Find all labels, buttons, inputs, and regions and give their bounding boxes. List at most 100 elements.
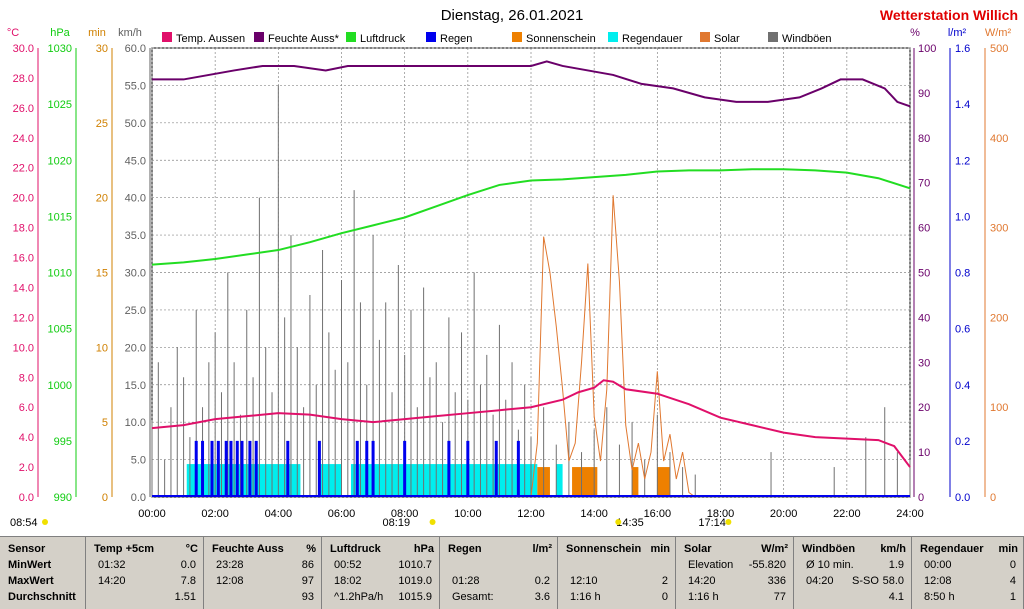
rain-bar xyxy=(447,440,451,497)
min-axis-tick: 30 xyxy=(96,43,108,55)
rain-duration-block xyxy=(319,464,342,497)
wind-axis-tick: 60.0 xyxy=(125,43,146,55)
cell-label: 12:10 xyxy=(570,575,598,587)
cell-label: 1:16 h xyxy=(688,591,719,603)
cell-label: 14:20 xyxy=(688,575,716,587)
rain-duration-block xyxy=(556,464,563,497)
hum-axis-tick: 40 xyxy=(918,312,930,324)
wind-axis-tick: 35.0 xyxy=(125,230,146,242)
legend-label: Luftdruck xyxy=(360,33,406,45)
hum-axis-tick: 50 xyxy=(918,268,930,280)
min-axis-tick: 15 xyxy=(96,268,108,280)
temp-axis-tick: 26.0 xyxy=(13,103,34,115)
wind-axis-unit: km/h xyxy=(118,27,142,39)
legend-swatch xyxy=(768,32,778,42)
rain-bar xyxy=(494,440,498,497)
cell-label: MinWert xyxy=(8,559,52,571)
wind-axis-tick: 0.0 xyxy=(131,492,146,504)
legend-swatch xyxy=(346,32,356,42)
min-axis-tick: 10 xyxy=(96,342,108,354)
cell-value: 97 xyxy=(301,575,314,587)
cell-label: Ø 10 min. xyxy=(806,559,854,571)
column-divider xyxy=(321,537,322,609)
header-label: Luftdruck xyxy=(330,543,381,555)
cell-value: 3.6 xyxy=(534,591,550,603)
time-tick: 12:00 xyxy=(517,508,545,520)
legend-label: Temp. Aussen xyxy=(176,33,245,45)
table-column: Luftdruck hPa 00:52 1010.7 18:02 1019.0 ^1.2hP… xyxy=(322,537,440,609)
event-dot xyxy=(725,519,732,525)
table-column: Regen l/m² 01:28 0.2 Gesamt: 3.6 xyxy=(440,537,558,609)
table-row: 1.51 xyxy=(86,591,204,605)
event-dot xyxy=(42,519,48,525)
cell-label: 8:50 h xyxy=(924,591,955,603)
table-row: 93 xyxy=(204,591,322,605)
temp-axis-tick: 20.0 xyxy=(13,193,34,205)
temp-axis-tick: 4.0 xyxy=(19,432,34,444)
cell-label: 14:20 xyxy=(98,575,126,587)
temp-axis-tick: 14.0 xyxy=(13,282,34,294)
cell-label: ^1.2hPa/h xyxy=(334,591,384,603)
header-unit: hPa xyxy=(413,543,434,555)
press-axis-tick: 1025 xyxy=(48,99,72,111)
legend-swatch xyxy=(608,32,618,42)
min-axis-unit: min xyxy=(88,27,106,39)
header-label: Regen xyxy=(448,543,482,555)
table-row: 4.1 xyxy=(794,591,912,605)
press-axis-tick: 1020 xyxy=(48,155,72,167)
table-row: 01:28 0.2 xyxy=(440,575,558,589)
table-row: 8:50 h 1 xyxy=(912,591,1024,605)
table-column: Solar W/m² Elevation -55.820 14:20 336 1:16 h 7… xyxy=(676,537,794,609)
table-column: Temp +5cm °C 01:32 0.0 14:20 7.8 1.51 xyxy=(86,537,204,609)
table-row: 1:16 h 77 xyxy=(676,591,794,605)
rain-axis-tick: 0.6 xyxy=(955,324,970,336)
press-axis-unit: hPa xyxy=(50,27,70,39)
cell-value: 336 xyxy=(767,575,786,587)
press-axis-tick: 1000 xyxy=(48,380,72,392)
header-label: Windböen xyxy=(802,543,856,555)
column-divider xyxy=(203,537,204,609)
cell-value: 1.51 xyxy=(174,591,196,603)
press-axis-tick: 1010 xyxy=(48,268,72,280)
cell-label: 00:52 xyxy=(334,559,362,571)
rain-bar xyxy=(210,440,214,497)
solar-line xyxy=(530,195,696,498)
table-row: 12:10 2 xyxy=(558,575,676,589)
temp-axis-tick: 16.0 xyxy=(13,253,34,265)
weather-chart: Dienstag, 26.01.2021 Wetterstation Willi… xyxy=(7,7,1018,529)
rain-axis-tick: 1.0 xyxy=(955,211,970,223)
header-label: Feuchte Auss xyxy=(212,543,284,555)
header-unit: % xyxy=(306,543,316,555)
time-tick: 20:00 xyxy=(770,508,798,520)
cell-label: 01:32 xyxy=(98,559,126,571)
temp-axis-tick: 12.0 xyxy=(13,312,34,324)
hum-axis-tick: 80 xyxy=(918,133,930,145)
plot-area xyxy=(151,47,911,498)
wind-axis-tick: 25.0 xyxy=(125,305,146,317)
min-axis-tick: 5 xyxy=(102,417,108,429)
wind-axis-tick: 30.0 xyxy=(125,268,146,280)
legend-swatch xyxy=(512,32,522,42)
column-header: Regendauer min xyxy=(912,543,1024,557)
solar-axis-unit: W/m² xyxy=(985,27,1012,39)
hum-axis-tick: 70 xyxy=(918,178,930,190)
table-column: Feuchte Auss% 23:28 86 12:08 97 93 xyxy=(204,537,322,609)
legend-swatch xyxy=(254,32,264,42)
cell-label: 23:28 xyxy=(216,559,244,571)
rain-duration-block xyxy=(186,464,301,497)
time-tick: 08:00 xyxy=(391,508,419,520)
cell-label: Elevation xyxy=(688,559,734,571)
wind-axis-tick: 45.0 xyxy=(125,155,146,167)
legend-label: Regendauer xyxy=(622,33,683,45)
wind-axis-tick: 50.0 xyxy=(125,118,146,130)
event-time: 17:14 xyxy=(698,517,726,529)
rain-bar xyxy=(240,440,244,497)
table-column: Sonnenschein min 12:10 2 1:16 h 0 xyxy=(558,537,676,609)
chart-title: Dienstag, 26.01.2021 xyxy=(441,7,584,24)
table-row: MinWert xyxy=(0,559,86,573)
hum-axis-tick: 10 xyxy=(918,447,930,459)
event-time: 08:19 xyxy=(383,517,411,529)
rain-bar xyxy=(317,440,321,497)
header-label: Solar xyxy=(684,543,712,555)
rain-axis-tick: 0.8 xyxy=(955,268,970,280)
